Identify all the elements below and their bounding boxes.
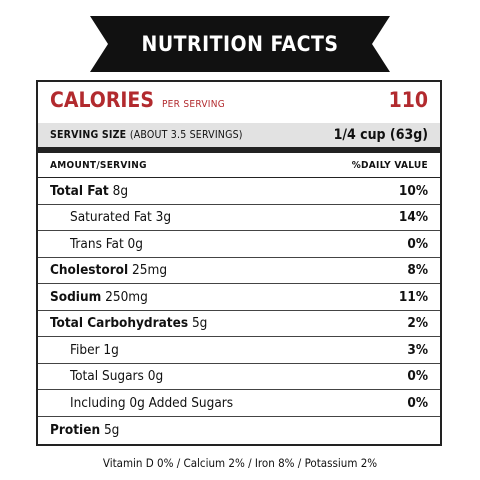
calories-row: CALORIES PER SERVING 110 [38,88,440,120]
nutrient-name: Saturated Fat 3g [70,209,172,226]
serving-size-value: 1/4 cup (63g) [333,127,428,143]
nutrient-name: Including 0g Added Sugars [70,394,234,411]
nutrient-row-total-fat: Total Fat 8g 10% [38,178,440,205]
nutrient-name: Fiber 1g [70,341,119,358]
title-banner: NUTRITION FACTS [90,16,390,72]
nutrient-name: Protien [50,421,101,438]
nutrient-daily-value: 8% [407,262,428,279]
nutrient-name: Total Carbohydrates [50,315,189,332]
nutrient-row-fiber: Fiber 1g 3% [38,337,440,364]
nutrient-name: Cholestorol [50,262,129,279]
nutrient-row-trans-fat: Trans Fat 0g 0% [38,231,440,258]
calories-sublabel: PER SERVING [161,99,226,110]
banner-ribbon-shape [90,16,390,72]
banner-title: NUTRITION FACTS [141,32,339,56]
nutrient-amount: 25mg [132,262,168,279]
nutrient-daily-value: 11% [398,288,428,305]
nutrient-daily-value: 10% [398,182,428,199]
nutrient-amount: 5g [191,315,208,332]
nutrient-row-sodium: Sodium 250mg 11% [38,284,440,311]
nutrient-name: Total Sugars 0g [70,368,164,385]
nutrient-name: Total Fat [50,182,109,199]
nutrition-panel: CALORIES PER SERVING 110 SERVING SIZE (A… [36,80,442,446]
serving-size-row: SERVING SIZE (ABOUT 3.5 SERVINGS) 1/4 cu… [38,123,440,147]
nutrient-row-added-sugars: Including 0g Added Sugars 0% [38,390,440,417]
nutrient-row-protein: Protien 5g [38,417,440,444]
nutrient-amount: 5g [103,421,120,438]
calories-label: CALORIES [50,88,154,112]
amount-per-serving-header: AMOUNT/SERVING [50,159,147,171]
nutrient-row-saturated-fat: Saturated Fat 3g 14% [38,205,440,231]
nutrient-amount: 8g [112,182,129,199]
nutrient-row-total-sugars: Total Sugars 0g 0% [38,364,440,390]
nutrient-daily-value: 3% [407,341,428,358]
nutrient-name: Sodium [50,288,102,305]
calories-value: 110 [388,88,428,112]
nutrient-daily-value: 0% [407,368,428,385]
nutrient-daily-value: 0% [407,394,428,411]
serving-size-note: (ABOUT 3.5 SERVINGS) [129,129,243,141]
divider-bar [38,147,440,153]
nutrient-daily-value: 0% [407,235,428,252]
nutrient-daily-value: 2% [407,315,428,332]
nutrient-row-total-carbohydrates: Total Carbohydrates 5g 2% [38,311,440,337]
nutrient-row-cholesterol: Cholestorol 25mg 8% [38,258,440,284]
serving-size-label: SERVING SIZE [50,129,127,141]
nutrient-name: Trans Fat 0g [70,235,143,252]
daily-value-header: %DAILY VALUE [351,159,428,171]
column-header-row: AMOUNT/SERVING %DAILY VALUE [38,153,440,178]
nutrient-daily-value: 14% [398,209,428,226]
nutrient-amount: 250mg [105,288,148,305]
vitamins-footer: Vitamin D 0% / Calcium 2% / Iron 8% / Po… [102,456,378,470]
